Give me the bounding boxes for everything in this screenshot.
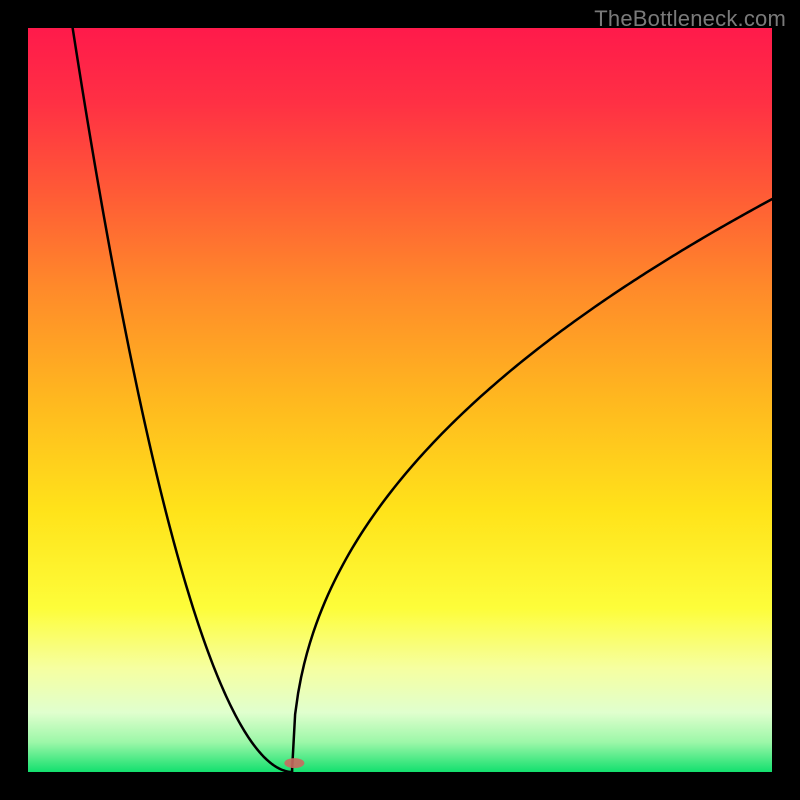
chart-svg bbox=[0, 0, 800, 800]
bottleneck-chart: TheBottleneck.com bbox=[0, 0, 800, 800]
optimum-marker bbox=[284, 758, 304, 768]
watermark-text: TheBottleneck.com bbox=[594, 6, 786, 32]
